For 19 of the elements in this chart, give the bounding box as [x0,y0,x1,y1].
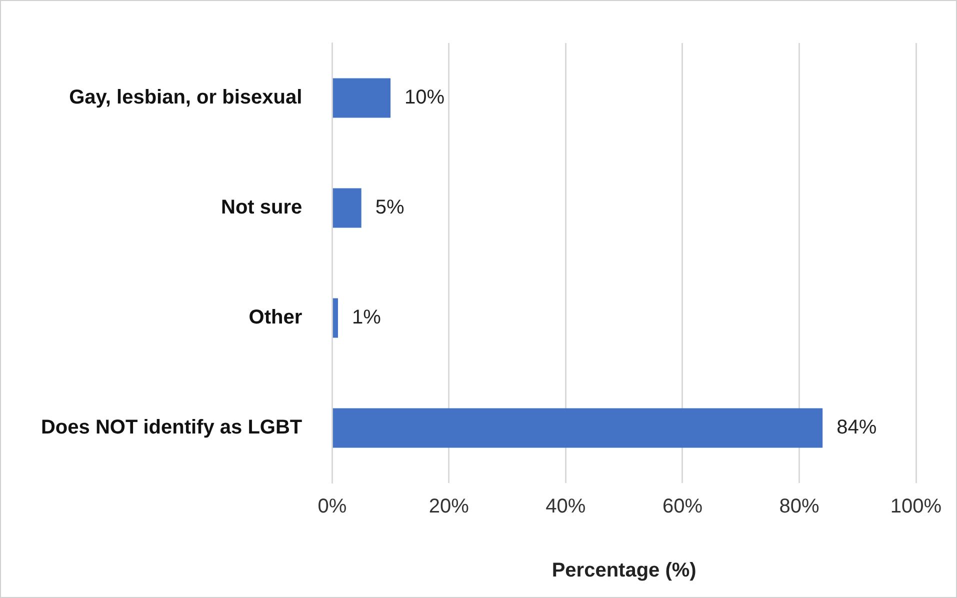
data-label: 10% [404,86,445,109]
x-tick-label: 0% [318,496,347,518]
x-tick-label: 20% [428,496,470,518]
y-tick-label: Gay, lesbian, or bisexual [69,86,302,109]
x-tick-label: 100% [890,496,942,518]
x-axis-title: Percentage (%) [552,560,696,582]
y-tick-label: Not sure [221,196,302,219]
data-label: 84% [836,416,877,439]
bar [332,78,391,118]
bar [332,408,823,448]
data-label: 5% [375,196,404,219]
bar [332,298,338,338]
x-tick-label: 40% [546,496,586,518]
y-tick-label: Other [248,306,302,329]
x-tick-label: 80% [779,496,820,518]
y-tick-label: Does NOT identify as LGBT [40,416,302,439]
x-tick-label: 60% [662,496,703,518]
data-label: 1% [352,306,382,329]
bar [332,188,362,228]
